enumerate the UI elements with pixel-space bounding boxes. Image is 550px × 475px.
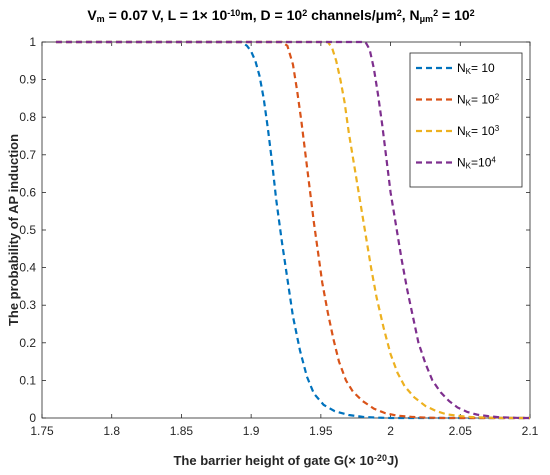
y-tick-label: 0.8 xyxy=(19,110,36,124)
chart-title-part: 2 xyxy=(470,8,475,18)
legend-label: NK=104 xyxy=(457,156,496,171)
chart-title-part: V xyxy=(87,7,97,23)
legend-box xyxy=(409,52,523,188)
y-tick-label: 1 xyxy=(29,35,36,49)
x-axis-label-exp: -20 xyxy=(374,453,387,463)
legend-item: NK=104 xyxy=(416,156,496,171)
y-axis: 0 0.1 0.2 0.3 0.4 0.5 0.6 0.7 0.8 0.9 1 xyxy=(19,35,530,425)
x-tick-label: 1.95 xyxy=(309,424,333,438)
y-tick-label: 0.2 xyxy=(19,336,36,350)
y-axis-label: The probability of AP induction xyxy=(6,134,21,326)
chart-title-part: m, D = 10 xyxy=(240,7,302,23)
series-lines xyxy=(55,40,530,420)
chart-title-part: μm xyxy=(420,14,434,24)
x-tick-label: 1.85 xyxy=(170,424,194,438)
y-tick-label: 0.5 xyxy=(19,223,36,237)
x-axis-label-unit: J) xyxy=(387,453,399,468)
x-axis: 1.75 1.8 1.85 1.9 1.95 2 2.05 2.1 xyxy=(30,42,539,438)
x-tick-label: 2.1 xyxy=(522,424,539,438)
chart-title-part: = 10 xyxy=(438,7,470,23)
chart-title-part: 2 xyxy=(302,8,307,18)
legend-label: NK= 102 xyxy=(457,93,500,108)
legend-item: NK= 10 xyxy=(416,61,495,76)
x-axis-label-text: The barrier height of gate G(× 10 xyxy=(173,453,373,468)
series-line-4 xyxy=(55,40,530,420)
y-tick-label: 0.4 xyxy=(19,261,36,275)
chart-title-part: 2 xyxy=(433,8,438,18)
y-tick-label: 0.6 xyxy=(19,185,36,199)
x-tick-label: 2.05 xyxy=(449,424,473,438)
series-line-2 xyxy=(55,40,530,420)
chart-title-part: , N xyxy=(402,7,420,23)
legend-label: NK= 103 xyxy=(457,124,500,139)
x-tick-label: 2 xyxy=(387,424,394,438)
legend: NK= 10 NK= 102 NK= 103 NK=104 xyxy=(409,52,523,188)
y-tick-label: 0.7 xyxy=(19,148,36,162)
x-axis-label: The barrier height of gate G(× 10-20J) xyxy=(173,453,398,468)
chart-title-part: = 0.07 V, L = 1× 10 xyxy=(105,7,228,23)
y-tick-label: 0.1 xyxy=(19,373,36,387)
chart-title-part: 2 xyxy=(397,8,402,18)
x-tick-label: 1.75 xyxy=(30,424,54,438)
series-line-3 xyxy=(55,40,530,420)
chart-title-part: m xyxy=(97,14,105,24)
y-tick-label: 0 xyxy=(29,411,36,425)
legend-item: NK= 102 xyxy=(416,93,500,108)
x-tick-label: 1.8 xyxy=(103,424,120,438)
legend-item: NK= 103 xyxy=(416,124,500,139)
chart-title: Vm = 0.07 V, L = 1× 10-10m, D = 102 chan… xyxy=(87,7,474,24)
chart-title-part: -10 xyxy=(227,8,240,18)
y-tick-label: 0.9 xyxy=(19,73,36,87)
legend-label: NK= 10 xyxy=(457,61,495,76)
x-tick-label: 1.9 xyxy=(243,424,260,438)
y-tick-label: 0.3 xyxy=(19,298,36,312)
chart-title-part: channels/μm xyxy=(307,7,396,23)
